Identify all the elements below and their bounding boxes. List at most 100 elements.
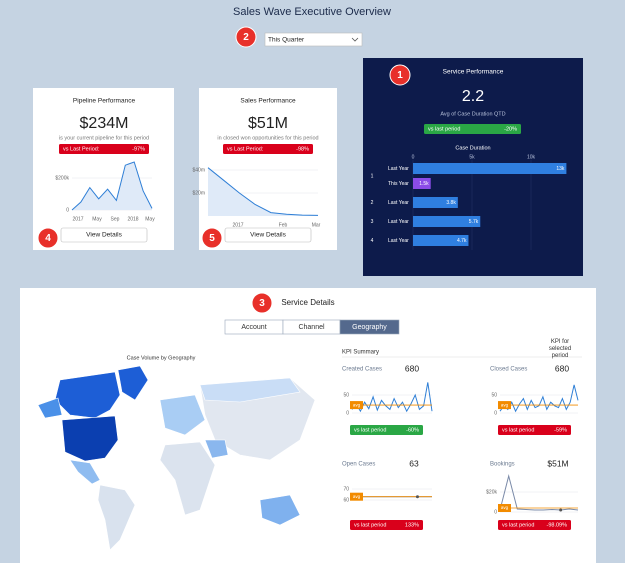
x-tick-label: 2018 [127,216,138,222]
y-tick-label: $20m [192,190,205,196]
kpi-value: 680 [405,363,419,373]
panel-title: Service Details [281,298,334,307]
delta-badge [498,425,571,435]
callout-number: 5 [209,233,215,244]
kpi-name: Open Cases [342,462,375,468]
x-tick-label: May [145,216,155,222]
x-tick-label: Feb [279,222,288,228]
world-map [37,365,316,551]
callout-badge [201,227,223,249]
delta-badge [350,425,423,435]
sales-card [199,88,337,250]
y-tick-label: $200k [55,175,69,181]
kpi-value: 680 [555,363,569,373]
view-details-label: View Details [86,232,122,239]
avg-tag [350,401,363,410]
callout-number: 4 [45,233,51,244]
delta-label: vs last period [502,427,534,433]
avg-tag [498,504,511,512]
dropdown-label: This Quarter [268,37,305,44]
bar [413,178,431,189]
map-title: Case Volume by Geography [127,355,196,361]
card-title: Sales Performance [240,98,296,105]
y-tick-label: 0 [494,509,497,515]
delta-badge [498,520,571,530]
card-caption: in closed won opportunities for this per… [217,135,318,141]
callout-badge [389,64,411,86]
delta-value: -97% [132,146,145,152]
delta-value: -59% [554,427,567,433]
delta-badge [223,144,313,154]
line-area [72,162,152,210]
bar-category-label: This Year [388,181,409,187]
x-tick-label: 5k [469,154,475,160]
delta-value: -98.09% [547,522,568,528]
avg-tag [498,401,511,410]
line-area [208,167,318,216]
kpi-note: KPI for selected period [548,339,572,359]
avg-tag-label: avg [501,402,509,407]
x-tick-label: May [92,216,102,222]
avg-tag-label: avg [353,494,361,499]
card-caption: is your current pipeline for this period [59,135,149,141]
bar-value-label: 3.8k [446,200,456,206]
pipeline-card [33,88,174,250]
avg-tag-label: avg [501,505,509,510]
line [207,167,319,216]
avg-tag [350,492,363,501]
delta-label: vs last period [354,522,386,528]
group-label: 3 [371,219,374,225]
avg-tag-label: avg [353,402,361,407]
view-details-button[interactable] [224,227,312,243]
bar [413,163,567,174]
point [559,508,563,512]
callout-number: 1 [397,70,403,81]
x-tick-label: Sep [111,216,120,222]
callout-badge [235,26,257,48]
bar-value-label: 4.7k [457,238,467,244]
x-tick-label: 2017 [232,222,243,228]
delta-label: vs last period [502,522,534,528]
kpi-name: Bookings [490,462,515,468]
kpi-value: 63 [409,458,419,468]
card-title: Service Performance [443,69,504,76]
callout-number: 2 [243,32,249,43]
kpi-name: Created Cases [342,367,382,373]
page-title: Sales Wave Executive Overview [233,6,391,18]
delta-value: -60% [406,427,419,433]
x-tick-label: 10k [527,154,536,160]
bar-category-label: Last Year [388,238,409,244]
chart-title: Case Duration [455,145,490,151]
delta-value: -20% [504,126,517,132]
view-details-button[interactable] [60,227,148,243]
callout-badge [251,292,273,314]
bar-category-label: Last Year [388,166,409,172]
kpi-value: $51M [547,458,568,468]
callout-number: 3 [259,298,265,309]
kpi-name: Closed Cases [490,367,527,373]
bar [413,197,458,208]
callout-badge [37,227,59,249]
bar-value-label: 1.5k [419,181,429,187]
delta-badge [350,520,423,530]
line [499,474,579,511]
delta-label: vs Last Period: [227,146,264,152]
delta-label: vs Last Period: [63,146,100,152]
tab-label: Account [241,324,266,331]
tab[interactable] [339,319,400,335]
tab-label: Geography [352,324,387,331]
view-details-label: View Details [250,232,286,239]
x-tick-label: 0 [412,154,415,160]
bar-category-label: Last Year [388,219,409,225]
group-label: 1 [371,173,374,179]
card-title: Pipeline Performance [73,98,136,105]
dropdown[interactable] [264,32,363,47]
kpi-title: KPI Summary [342,350,379,356]
y-tick-label: 70 [343,486,349,492]
y-tick-label: 50 [343,392,349,398]
y-tick-label: 60 [343,497,349,503]
card-value: $234M [80,115,129,132]
bar [413,216,481,227]
y-tick-label: 0 [494,410,497,416]
